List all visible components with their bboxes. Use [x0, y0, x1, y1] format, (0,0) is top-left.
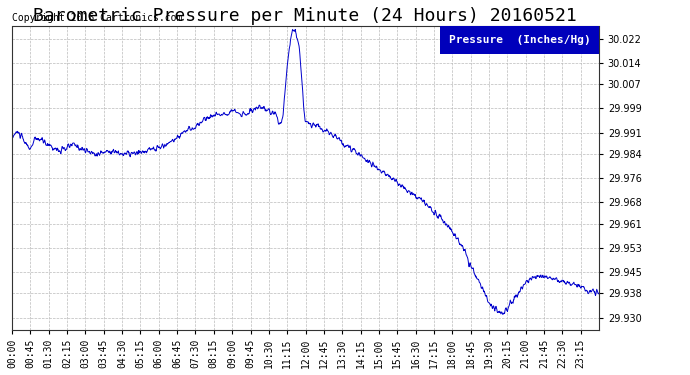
Text: Pressure  (Inches/Hg): Pressure (Inches/Hg) — [448, 35, 591, 45]
Title: Barometric Pressure per Minute (24 Hours) 20160521: Barometric Pressure per Minute (24 Hours… — [34, 7, 578, 25]
Text: Copyright 2016 Cartronics.com: Copyright 2016 Cartronics.com — [12, 13, 182, 24]
Bar — [440, 27, 599, 54]
